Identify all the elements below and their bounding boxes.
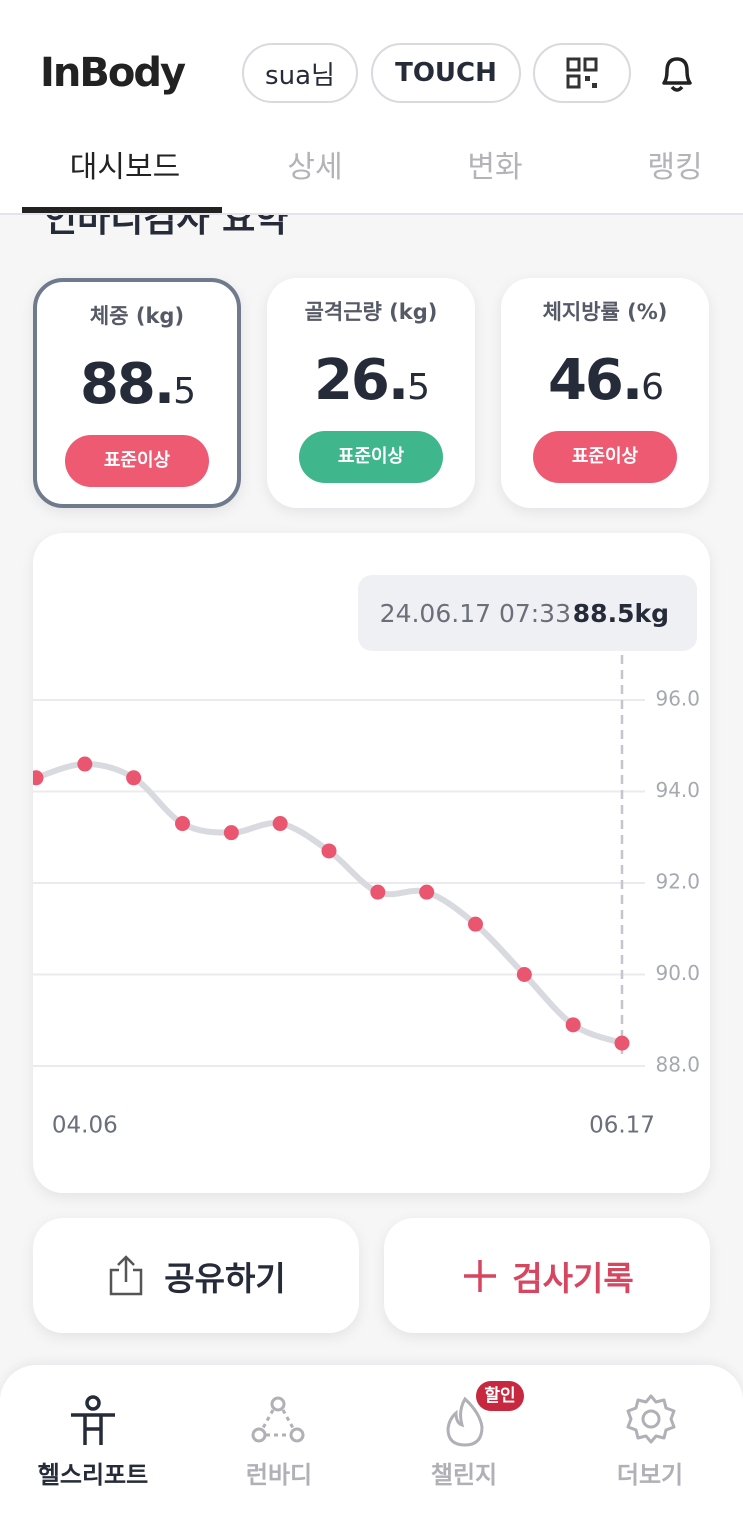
nav-label[interactable]: 런바디: [245, 1461, 313, 1489]
status-pill: 표준이상: [299, 431, 443, 483]
user-button[interactable]: sua님: [242, 43, 358, 103]
nav-icon: [446, 1396, 484, 1447]
tooltip-value: 88.5kg: [573, 599, 669, 628]
record-button[interactable]: 검사기록: [384, 1218, 710, 1333]
data-point: [614, 1035, 630, 1051]
y-tick-label: 92.0: [655, 870, 700, 894]
y-tick-label: 90.0: [655, 961, 700, 985]
nav-icon: [626, 1394, 676, 1444]
metric-value: 88.5: [79, 352, 196, 417]
header: InBody sua님 TOUCH 대시보드 상세 변화 랭킹: [0, 0, 743, 215]
data-point: [33, 770, 44, 786]
data-point: [175, 816, 190, 832]
record-label: 검사기록: [512, 1258, 634, 1298]
metric-card[interactable]: 골격근량 (kg) 26.5 표준이상: [267, 278, 475, 508]
data-point: [565, 1017, 581, 1033]
data-point: [419, 884, 435, 900]
metric-label: 체지방률 (%): [542, 300, 668, 324]
qr-button[interactable]: [533, 43, 631, 103]
share-icon: [110, 1254, 143, 1295]
y-tick-label: 96.0: [655, 687, 700, 711]
nav-label[interactable]: 챌린지: [430, 1461, 498, 1489]
status-pill: 표준이상: [533, 431, 677, 483]
share-label: 공유하기: [164, 1258, 286, 1298]
metric-value: 46.6: [547, 348, 664, 413]
y-tick-label: 88.0: [655, 1053, 700, 1077]
metric-value: 26.5: [313, 348, 430, 413]
touch-button[interactable]: TOUCH: [371, 43, 521, 103]
metric-card[interactable]: 체중 (kg) 88.5 표준이상: [33, 278, 241, 508]
nav-label[interactable]: 더보기: [616, 1461, 684, 1489]
metric-label: 골격근량 (kg): [304, 300, 438, 324]
tab[interactable]: 대시보드: [69, 150, 181, 185]
bottom-nav: 할인 헬스리포트 런바디 챌린지 더보기: [0, 1365, 743, 1523]
badge: 할인: [476, 1381, 524, 1411]
nav-label[interactable]: 헬스리포트: [37, 1461, 149, 1489]
data-point: [223, 825, 239, 841]
data-point: [126, 770, 142, 786]
nav-icon: [71, 1395, 115, 1445]
metric-label: 체중 (kg): [89, 304, 185, 328]
chart-card: 24.06.17 07:33 88.5kg 88.0 90.0 92.0 94.0 96…: [33, 533, 710, 1193]
tooltip-date: 24.06.17 07:33: [380, 599, 571, 628]
data-point: [370, 884, 386, 900]
tab[interactable]: 랭킹: [647, 150, 703, 185]
tab[interactable]: 변화: [467, 150, 523, 185]
y-tick-label: 94.0: [655, 778, 700, 802]
chart: 24.06.17 07:33 88.5kg 88.0 90.0 92.0 94.0 96…: [33, 575, 700, 1139]
x-tick-label: 04.06: [52, 1113, 118, 1139]
tab[interactable]: 상세: [287, 150, 343, 185]
data-point: [272, 816, 288, 832]
metric-card[interactable]: 체지방률 (%) 46.6 표준이상: [501, 278, 709, 508]
logo: InBody: [40, 50, 186, 96]
data-point: [77, 756, 93, 772]
data-point: [468, 916, 483, 932]
data-point: [516, 967, 532, 982]
tooltip-box: [358, 575, 697, 651]
share-button[interactable]: 공유하기: [33, 1218, 359, 1333]
tab-indicator: [22, 207, 222, 213]
plus-icon: [464, 1259, 497, 1292]
nav-icon: [251, 1396, 305, 1443]
x-tick-label: 06.17: [589, 1113, 655, 1139]
series-line: [33, 761, 625, 1047]
status-pill: 표준이상: [65, 435, 209, 487]
bell-icon[interactable]: [656, 52, 698, 94]
qr-icon: [566, 57, 598, 89]
data-point: [321, 843, 337, 859]
